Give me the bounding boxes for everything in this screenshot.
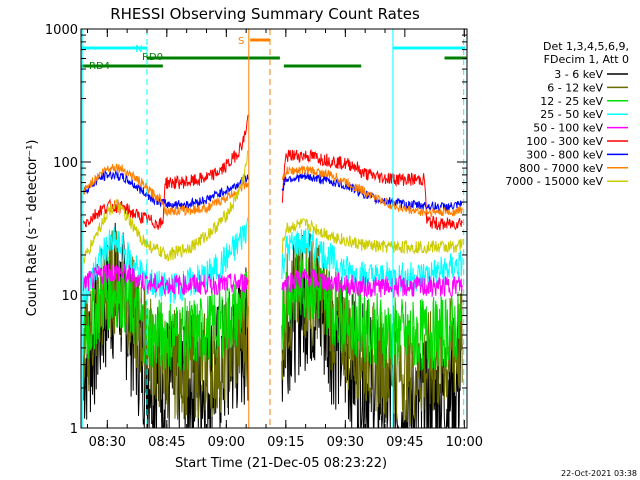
x-axis-label: Start Time (21-Dec-05 08:23:22) (175, 456, 387, 471)
plot-frame (80, 28, 468, 429)
timestamp: 22-Oct-2021 03:38 (561, 469, 637, 478)
series-line-6-12-kev (83, 230, 249, 420)
legend-label-100-300-kev: 100 - 300 keV (526, 135, 603, 148)
legend-label-3-6-kev: 3 - 6 keV (554, 68, 603, 81)
series-line-25-50-kev (281, 228, 463, 293)
data-bar-rd4-label: RD4 (89, 61, 110, 72)
series-line-50-100-kev (281, 268, 463, 299)
y-tick-label: 1000 (45, 23, 78, 38)
series-100-300-kev (83, 114, 463, 231)
y-tick-label: 1 (70, 422, 78, 437)
x-tick-label: 09:45 (386, 435, 423, 450)
x-tick-label: 08:30 (89, 435, 126, 450)
legend-label-7000-15000-kev: 7000 - 15000 keV (505, 175, 603, 188)
series-line-100-300-kev (83, 114, 249, 230)
series-line-800-7000-kev (83, 162, 249, 217)
series-layer (83, 114, 463, 429)
legend-label-6-12-kev: 6 - 12 keV (547, 81, 603, 94)
series-7000-15000-kev (83, 150, 463, 264)
legend: Det 1,3,4,5,6,9,FDecim 1, Att 0 3 - 6 keV… (505, 40, 629, 188)
series-line-50-100-kev (83, 263, 249, 296)
x-tick-label: 08:45 (148, 435, 185, 450)
x-tick-label: 10:00 (446, 435, 483, 450)
legend-label-800-7000-kev: 800 - 7000 keV (519, 162, 603, 175)
y-tick-label: 100 (53, 156, 78, 171)
axes: 08:30 08:45 09:00 09:15 09:30 09:45 10:00 1 10 10… (45, 23, 483, 450)
x-tick-label: 09:15 (267, 435, 304, 450)
y-tick-label: 10 (61, 289, 78, 304)
vertical-markers (81, 29, 465, 428)
status-bars: N S RD0 RD4 (81, 36, 467, 72)
series-800-7000-kev (83, 162, 463, 218)
series-line-6-12-kev (281, 238, 463, 425)
chart-title: RHESSI Observing Summary Count Rates (110, 5, 420, 23)
legend-label-50-100-kev: 50 - 100 keV (533, 122, 603, 135)
series-50-100-kev (83, 263, 463, 299)
series-line-12-25-kev (83, 257, 249, 371)
legend-label-12-25-kev: 12 - 25 keV (540, 95, 603, 108)
data-bar-rd0-label: RD0 (142, 52, 163, 63)
legend-header-line: Det 1,3,4,5,6,9, (543, 40, 629, 53)
legend-label-25-50-kev: 25 - 50 keV (540, 108, 603, 121)
legend-label-300-800-kev: 300 - 800 keV (526, 148, 603, 161)
series-6-12-kev (83, 230, 463, 425)
series-line-7000-15000-kev (83, 150, 249, 264)
series-line-7000-15000-kev (281, 218, 463, 255)
series-line-300-800-kev (83, 169, 249, 210)
legend-header-line: FDecim 1, Att 0 (544, 53, 629, 66)
series-line-100-300-kev (281, 148, 463, 231)
series-300-800-kev (83, 169, 463, 212)
series-25-50-kev (83, 217, 463, 309)
x-tick-label: 09:30 (327, 435, 364, 450)
y-axis-label: Count Rate (s⁻¹ detector⁻¹) (25, 140, 40, 317)
night-bar-label: N (135, 44, 142, 55)
x-tick-label: 09:00 (208, 435, 245, 450)
attenuator-bar-label: S (238, 36, 244, 47)
series-line-800-7000-kev (281, 164, 463, 218)
